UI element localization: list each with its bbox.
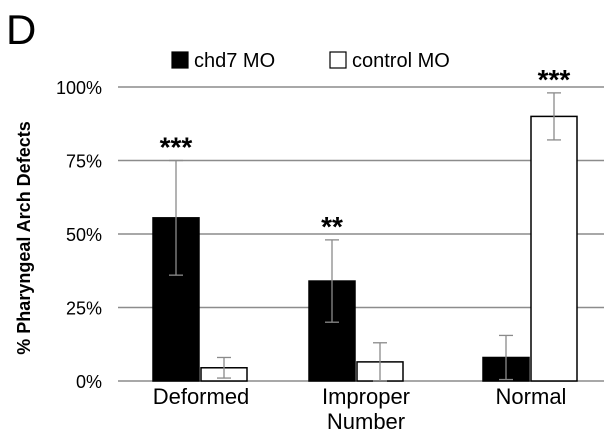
significance-label: *** (160, 132, 193, 163)
category-label: Number (327, 409, 405, 434)
panel-label: D (6, 6, 36, 53)
category-label: Normal (496, 384, 567, 409)
bar-control-mo (530, 115, 578, 382)
y-tick-labels: 0% 25% 50% 75% 100% (56, 78, 102, 392)
y-tick-label: 75% (66, 152, 102, 172)
y-tick-label: 0% (76, 372, 102, 392)
significance-label: *** (538, 64, 571, 95)
y-tick-label: 50% (66, 225, 102, 245)
significance-labels: ******** (160, 64, 571, 242)
legend-label: chd7 MO (194, 50, 275, 72)
category-label: Deformed (153, 384, 250, 409)
legend-label: control MO (352, 50, 450, 72)
legend-swatch (329, 51, 347, 69)
y-tick-label: 25% (66, 299, 102, 319)
bars (152, 115, 578, 382)
y-tick-label: 100% (56, 78, 102, 98)
category-label: Improper (322, 384, 410, 409)
significance-label: ** (321, 211, 343, 242)
chart-legend: chd7 MO control MO (171, 50, 450, 72)
y-axis-label: % Pharyngeal Arch Defects (14, 121, 34, 354)
error-bars (169, 92, 561, 382)
legend-swatch (171, 51, 189, 69)
bar-chd7-mo (308, 280, 356, 382)
